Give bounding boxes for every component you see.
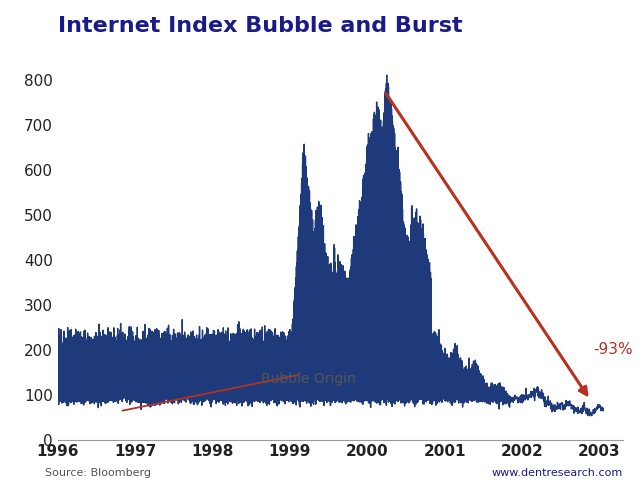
Text: -93%: -93% [593,342,633,357]
Text: Internet Index Bubble and Burst: Internet Index Bubble and Burst [58,15,462,36]
Text: Bubble Origin: Bubble Origin [261,372,356,386]
Text: www.dentresearch.com: www.dentresearch.com [492,468,623,478]
Text: Source: Bloomberg: Source: Bloomberg [45,468,151,478]
